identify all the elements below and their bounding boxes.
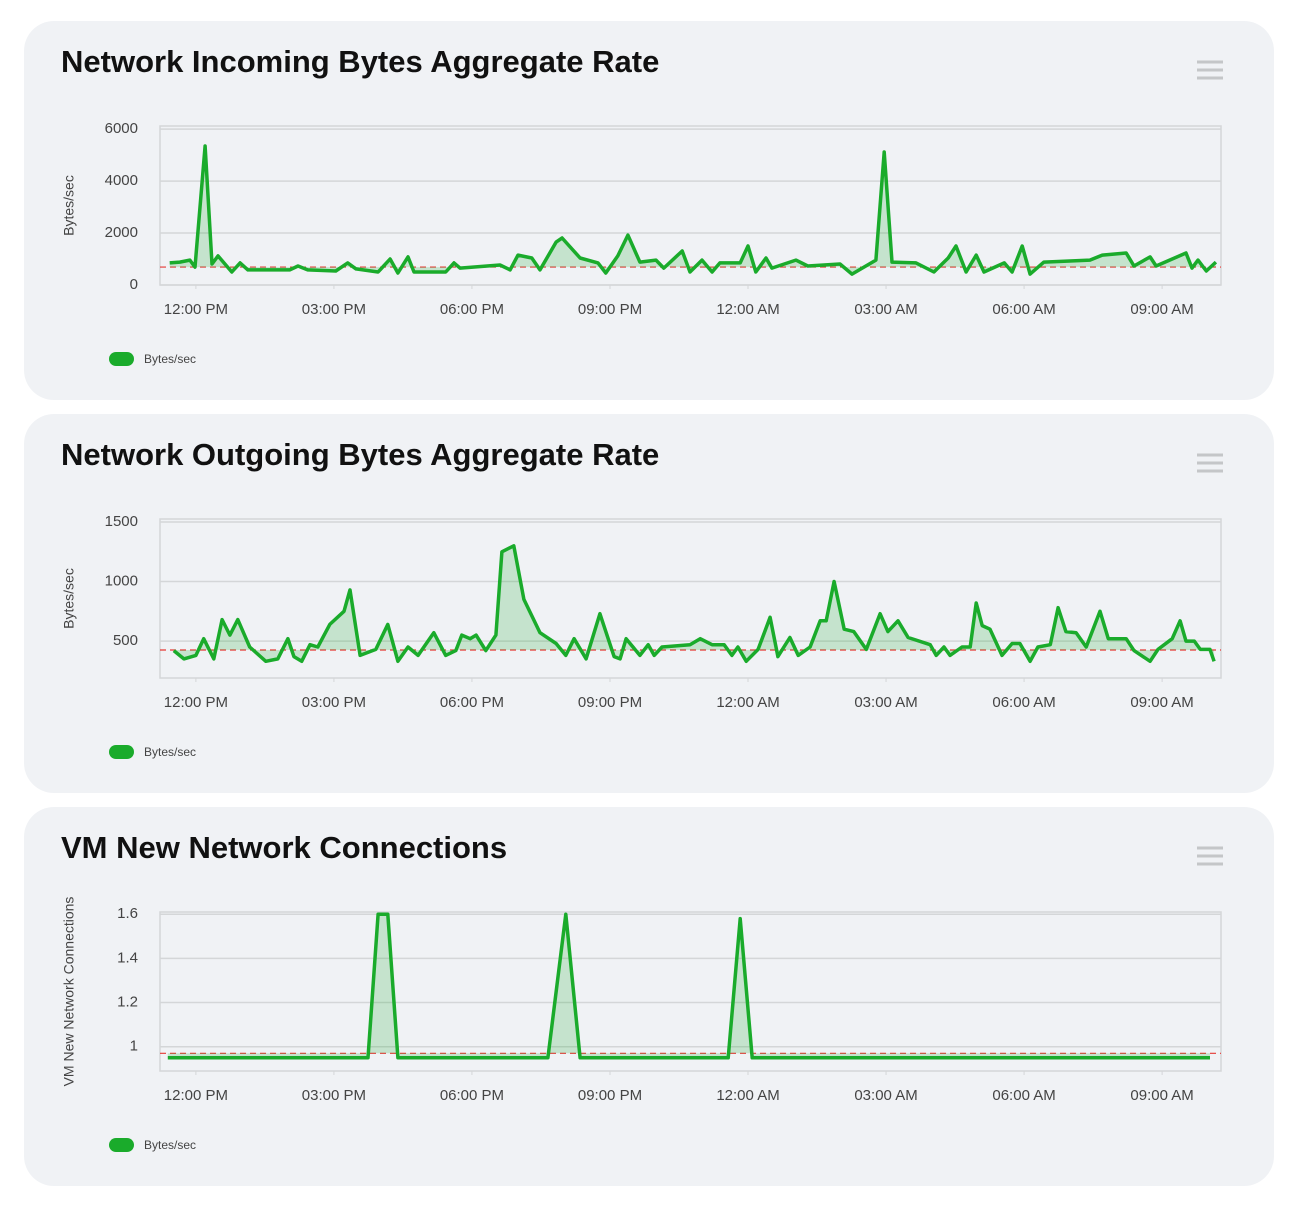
x-tick-label: 09:00 PM xyxy=(578,1087,642,1104)
x-tick-label: 09:00 AM xyxy=(1130,694,1193,711)
x-tick-label: 03:00 PM xyxy=(302,1087,366,1104)
x-tick-label: 12:00 PM xyxy=(164,694,228,711)
x-tick-label: 06:00 PM xyxy=(440,301,504,318)
x-tick-label: 09:00 PM xyxy=(578,694,642,711)
legend-label[interactable]: Bytes/sec xyxy=(144,745,196,759)
x-tick-label: 06:00 AM xyxy=(992,301,1055,318)
chart-title: Network Outgoing Bytes Aggregate Rate xyxy=(61,437,659,472)
y-tick-label: 2000 xyxy=(105,224,138,241)
line xyxy=(167,912,1210,1060)
y-tick-label: 1.4 xyxy=(117,949,138,966)
plot-area xyxy=(159,518,1222,679)
legend-swatch[interactable] xyxy=(109,745,134,759)
x-tick-label: 12:00 PM xyxy=(164,301,228,318)
x-tick-label: 12:00 AM xyxy=(716,694,779,711)
area xyxy=(173,545,1215,662)
x-tick-label: 09:00 AM xyxy=(1130,1087,1193,1104)
y-axis-label: Bytes/sec xyxy=(61,175,77,236)
y-tick-label: 1 xyxy=(130,1038,138,1055)
card xyxy=(24,414,1274,793)
card xyxy=(24,21,1274,400)
chart-title: VM New Network Connections xyxy=(61,830,507,865)
y-tick-label: 1500 xyxy=(105,513,138,530)
plot-area xyxy=(159,911,1222,1072)
x-tick-label: 09:00 AM xyxy=(1130,301,1193,318)
area xyxy=(167,914,1210,1058)
x-tick-label: 06:00 PM xyxy=(440,694,504,711)
x-tick-label: 03:00 AM xyxy=(854,1087,917,1104)
x-tick-label: 09:00 PM xyxy=(578,301,642,318)
x-tick-label: 03:00 AM xyxy=(854,694,917,711)
x-tick-label: 06:00 AM xyxy=(992,1087,1055,1104)
x-tick-label: 12:00 PM xyxy=(164,1087,228,1104)
area xyxy=(169,146,1216,275)
y-axis-label: VM New Network Connections xyxy=(61,897,77,1087)
y-tick-label: 1000 xyxy=(105,572,138,589)
x-tick-label: 06:00 PM xyxy=(440,1087,504,1104)
card xyxy=(24,807,1274,1186)
y-tick-label: 6000 xyxy=(105,120,138,137)
x-tick-label: 06:00 AM xyxy=(992,694,1055,711)
line xyxy=(172,544,1216,664)
y-axis-label: Bytes/sec xyxy=(61,568,77,629)
x-tick-label: 12:00 AM xyxy=(716,301,779,318)
legend-swatch[interactable] xyxy=(109,352,134,366)
y-tick-label: 500 xyxy=(113,632,138,649)
x-tick-label: 03:00 PM xyxy=(302,694,366,711)
legend-label[interactable]: Bytes/sec xyxy=(144,1138,196,1152)
y-tick-label: 1.2 xyxy=(117,994,138,1011)
x-tick-label: 03:00 PM xyxy=(302,301,366,318)
y-tick-label: 1.6 xyxy=(117,905,138,922)
legend-swatch[interactable] xyxy=(109,1138,134,1152)
y-tick-label: 4000 xyxy=(105,172,138,189)
legend-label[interactable]: Bytes/sec xyxy=(144,352,196,366)
x-tick-label: 03:00 AM xyxy=(854,301,917,318)
line xyxy=(169,144,1218,276)
chart-title: Network Incoming Bytes Aggregate Rate xyxy=(61,44,659,79)
x-tick-label: 12:00 AM xyxy=(716,1087,779,1104)
y-tick-label: 0 xyxy=(130,276,138,293)
